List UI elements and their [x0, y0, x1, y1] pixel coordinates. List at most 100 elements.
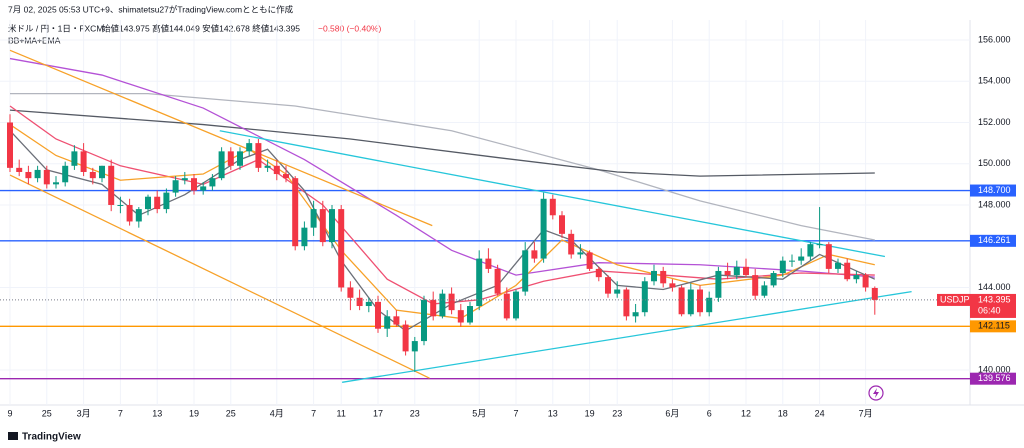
- level-label-bg: [970, 320, 1016, 333]
- candle-body: [172, 180, 179, 193]
- candle-body: [393, 316, 400, 325]
- candle-body: [494, 268, 501, 294]
- candle-body: [835, 262, 841, 269]
- candle-body: [798, 256, 805, 261]
- candle-body: [191, 178, 197, 191]
- level-label: 146.261: [978, 235, 1011, 245]
- indicator-line: [9, 57, 875, 278]
- candle-body: [715, 270, 722, 298]
- candle-body: [485, 258, 492, 269]
- candle-body: [761, 285, 768, 296]
- brand-logo: [8, 432, 18, 440]
- candle-body: [513, 291, 519, 319]
- candle-body: [80, 151, 87, 172]
- countdown: 06:40: [978, 305, 1001, 315]
- candle-body: [549, 198, 556, 216]
- candle-body: [292, 178, 299, 247]
- candle-body: [457, 310, 464, 323]
- candle-body: [154, 196, 161, 210]
- x-tick-label: 18: [778, 408, 788, 418]
- candle-body: [522, 250, 529, 292]
- candle-body: [34, 169, 41, 179]
- candle-body: [356, 297, 363, 307]
- quote: 始値143.975 高値144.049 安値142.678 終値143.395: [102, 23, 300, 33]
- x-tick-label: 13: [152, 408, 162, 418]
- level-label-bg: [970, 372, 1016, 385]
- candle-body: [117, 204, 124, 206]
- candle-body: [641, 281, 648, 313]
- candle-body: [439, 293, 446, 317]
- candle-body: [844, 262, 851, 280]
- candle-body: [16, 167, 23, 172]
- candle-body: [181, 178, 188, 181]
- trendline: [219, 130, 886, 258]
- candle-body: [255, 143, 262, 168]
- candle-body: [789, 260, 795, 262]
- candle-body: [25, 171, 32, 179]
- level-label: 139.576: [978, 373, 1011, 383]
- candle-body: [623, 289, 630, 317]
- candle-body: [411, 341, 418, 352]
- candle-body: [209, 178, 216, 187]
- y-tick-label: 140.000: [978, 364, 1011, 374]
- candle-body: [614, 289, 621, 294]
- trendline: [342, 290, 912, 383]
- candle-body: [53, 182, 59, 185]
- x-tick-label: 25: [42, 408, 52, 418]
- y-tick-label: 154.000: [978, 76, 1011, 86]
- candle-body: [687, 289, 694, 315]
- candle-body: [853, 275, 860, 280]
- candle-body: [421, 299, 427, 342]
- last-price-label: 143.395: [978, 294, 1011, 304]
- candle-body: [62, 165, 69, 183]
- x-tick-label: 12: [741, 408, 751, 418]
- candle-body: [660, 270, 667, 284]
- x-tick-label: 17: [373, 408, 383, 418]
- level-label: 142.115: [978, 321, 1010, 331]
- change: −0.580 (−0.40%): [318, 23, 381, 33]
- candle-body: [89, 171, 96, 179]
- candle-body: [871, 287, 878, 300]
- x-tick-label: 25: [226, 408, 236, 418]
- candle-body: [577, 252, 584, 255]
- candle-body: [651, 270, 657, 282]
- candle-body: [338, 209, 345, 288]
- candle-body: [347, 287, 354, 298]
- indicator-line: [9, 109, 875, 177]
- candle-body: [126, 204, 133, 222]
- x-tick-label: 23: [410, 408, 420, 418]
- candle-body: [319, 209, 326, 243]
- candle-body: [7, 122, 13, 168]
- candle-body: [237, 151, 243, 166]
- candle-body: [246, 143, 253, 152]
- candle-body: [227, 151, 234, 166]
- x-tick-label: 24: [815, 408, 825, 418]
- symbol: 米ドル / 円・1日・FXCM: [8, 23, 103, 33]
- candle-body: [283, 174, 289, 179]
- candle-body: [779, 260, 786, 274]
- candle-body: [595, 268, 602, 278]
- x-tick-label: 11: [337, 408, 346, 418]
- candle-body: [301, 227, 308, 247]
- candle-body: [816, 244, 823, 246]
- candle-body: [264, 165, 271, 168]
- candle-body: [135, 209, 142, 222]
- level-label-bg: [970, 234, 1016, 247]
- candle-body: [678, 287, 685, 315]
- x-tick-label: 9: [7, 408, 12, 418]
- candle-body: [476, 258, 483, 307]
- candle-body: [375, 301, 381, 329]
- event-icon[interactable]: [868, 385, 884, 401]
- candle-body: [43, 169, 50, 185]
- x-tick-label: 23: [612, 408, 622, 418]
- candle-body: [862, 275, 869, 288]
- candle-body: [724, 270, 731, 276]
- candle-body: [503, 293, 510, 319]
- y-tick-label: 156.000: [978, 34, 1011, 44]
- x-tick-label: 7: [513, 408, 518, 418]
- candle-body: [365, 301, 372, 307]
- y-tick-label: 144.000: [978, 282, 1011, 292]
- candle-body: [71, 151, 78, 166]
